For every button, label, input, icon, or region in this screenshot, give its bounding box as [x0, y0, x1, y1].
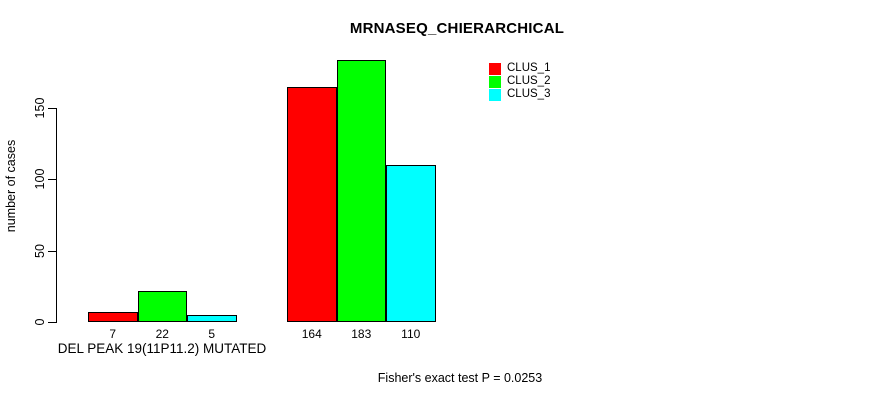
y-tick-label: 150 — [33, 97, 47, 118]
legend-item-clus_1: CLUS_1 — [489, 62, 550, 75]
x-axis-group-label: DEL PEAK 19(11P11.2) MUTATED — [57, 341, 267, 356]
legend: CLUS_1 CLUS_2 CLUS_3 — [489, 62, 550, 101]
bar-value-label: 164 — [301, 327, 322, 341]
legend-item-clus_3: CLUS_3 — [489, 88, 550, 101]
bar-clus_2-group2 — [336, 60, 386, 322]
y-tick-mark — [48, 107, 56, 109]
bar-clus_2-group1 — [137, 290, 187, 322]
bar-clus_3-group2 — [386, 164, 436, 322]
y-tick-mark — [48, 179, 56, 180]
legend-label: CLUS_3 — [507, 88, 551, 100]
y-tick-label: 100 — [33, 168, 47, 190]
fisher-test-annotation: Fisher's exact test P = 0.0253 — [377, 371, 543, 385]
legend-item-clus_2: CLUS_2 — [489, 75, 550, 88]
y-tick-label: 50 — [33, 243, 47, 258]
chart-title: MRNASEQ_CHIERARCHICAL — [349, 20, 565, 37]
y-tick-label: 0 — [33, 318, 47, 326]
bar-value-label: 5 — [208, 327, 216, 341]
y-tick-mark — [48, 322, 56, 323]
bar-value-label: 7 — [109, 327, 117, 341]
legend-color-swatch — [489, 88, 501, 101]
bar-clus_1-group2 — [287, 87, 337, 322]
bar-clus_1-group1 — [88, 311, 138, 322]
legend-label: CLUS_1 — [507, 62, 551, 74]
bar-clus_3-group1 — [187, 314, 237, 322]
legend-color-swatch — [489, 62, 501, 75]
bar-value-label: 183 — [351, 327, 372, 341]
bar-value-label: 110 — [401, 327, 421, 341]
y-axis-line — [56, 107, 57, 323]
y-axis-label: number of cases — [4, 139, 18, 233]
bar-value-label: 22 — [155, 327, 169, 341]
legend-color-swatch — [489, 75, 501, 88]
y-tick-mark — [48, 250, 56, 252]
legend-label: CLUS_2 — [507, 75, 551, 87]
